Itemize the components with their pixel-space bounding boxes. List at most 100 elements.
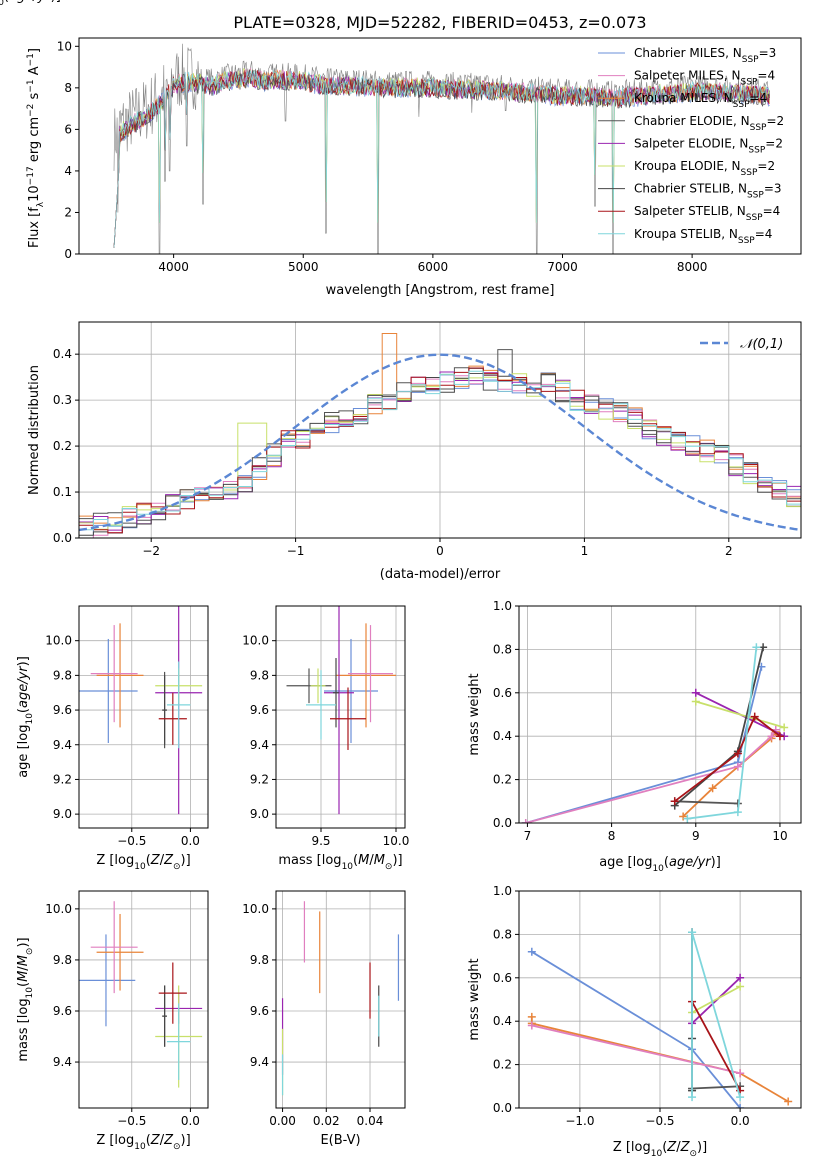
text-part: (	[353, 853, 358, 868]
text-part: age/yr	[16, 665, 31, 708]
series-line	[674, 715, 781, 803]
legend-label: Chabrier ELODIE, NSSP=2	[634, 114, 784, 133]
plus-marker	[736, 982, 745, 991]
plus-marker	[670, 797, 679, 806]
text-part: SSP	[742, 55, 759, 65]
y-tick-label: 0.1	[53, 485, 72, 499]
errorbar-point	[336, 623, 396, 728]
text-part: Z [log	[96, 1133, 134, 1148]
y-tick-label: 9.4	[250, 738, 269, 752]
weight-series	[670, 712, 784, 806]
text-part: Kroupa ELODIE, N	[634, 159, 741, 173]
text-part: Flux [f	[27, 207, 42, 248]
x-tick-label: 10	[772, 829, 787, 843]
y-tick-label: 10	[57, 39, 72, 53]
x-tick-label: 9.5	[311, 834, 330, 848]
legend-label: Chabrier STELIB, NSSP=3	[634, 182, 782, 201]
y-tick-label: 0.4	[53, 347, 72, 361]
x-tick-label: 0.0	[181, 834, 200, 848]
x-tick-label: 4000	[158, 260, 189, 274]
mass-vs-metallicity-panel: −0.5 0.09.49.69.810.0Z [log10(Z/Z⊙)]mass …	[16, 890, 209, 1152]
plus-marker	[708, 784, 717, 793]
plot-area	[79, 333, 801, 538]
axes-frame	[78, 890, 209, 1109]
x-tick-label: −0.5	[645, 1114, 674, 1128]
legend-label: 𝒩(0,1)	[740, 337, 783, 352]
y-axis-label: age [log10(age/yr)]	[0, 0, 61, 8]
text-part: )]	[181, 1133, 191, 1148]
y-tick-label: 0.0	[493, 1101, 512, 1115]
y-tick-label: 10.0	[242, 902, 269, 916]
x-tick-label: −0.5	[117, 834, 146, 848]
errorbar-point	[166, 661, 191, 749]
text-part: −2	[26, 104, 36, 117]
text-part: Z [log	[613, 1140, 651, 1155]
y-axis-label: Flux [fλ10−17 erg cm−2 s−1 A−1]	[26, 48, 46, 248]
text-part: M	[358, 853, 369, 868]
histogram-series	[79, 333, 801, 538]
text-part: )]	[711, 855, 721, 870]
text-part: Salpeter MILES, N	[634, 69, 741, 83]
errorbar-point	[90, 625, 138, 723]
text-part: (	[16, 708, 31, 713]
errorbar-point	[306, 670, 336, 740]
series-line	[691, 1001, 741, 1092]
y-tick-label: 9.2	[53, 772, 72, 786]
y-tick-label: 9.8	[250, 668, 269, 682]
y-tick-label: 9.4	[250, 1055, 269, 1069]
age-vs-metallicity-panel: −0.5 0.09.09.29.49.69.810.0Z [log10(Z/Z⊙)…	[16, 605, 209, 872]
y-tick-label: 9.8	[53, 953, 72, 967]
text-part: Kroupa STELIB, N	[634, 227, 738, 241]
text-part: ]	[27, 48, 42, 53]
text-part: )]	[697, 1140, 707, 1155]
y-tick-label: 0.4	[493, 729, 512, 743]
text-part: 10	[25, 713, 35, 725]
series-line	[525, 666, 763, 823]
axes-frame	[78, 605, 209, 829]
text-part: A	[27, 66, 42, 79]
weight-series	[683, 643, 761, 823]
y-tick-label: 0.0	[493, 816, 512, 830]
plot-area	[113, 43, 770, 254]
axes-frame	[275, 890, 406, 1109]
x-tick-label: 10.0	[383, 834, 410, 848]
series-line	[691, 1085, 741, 1090]
text-part: age/yr	[669, 855, 712, 870]
plus-marker	[736, 1093, 745, 1102]
text-part: =4	[755, 227, 773, 241]
text-part: Z [log	[96, 853, 134, 868]
weight-series	[670, 643, 768, 810]
plus-marker	[736, 973, 745, 982]
series-line	[674, 800, 738, 805]
histogram-series	[79, 371, 801, 538]
legend-label: Salpeter ELODIE, NSSP=2	[634, 136, 783, 155]
text-part: Chabrier MILES, N	[634, 46, 742, 60]
plus-marker	[527, 1021, 536, 1030]
text-part: (	[16, 982, 31, 987]
text-part: ⊙	[173, 862, 181, 872]
x-tick-label: 8000	[677, 260, 708, 274]
weight-series	[688, 928, 745, 1102]
text-part: =3	[764, 182, 782, 196]
text-part: =4	[763, 204, 781, 218]
histogram-series	[79, 367, 801, 538]
x-axis-label: E(B-V)	[320, 1133, 360, 1148]
plus-marker	[736, 1069, 745, 1078]
errorbar-point	[162, 675, 167, 745]
plus-marker	[733, 749, 742, 758]
text-part: 10	[651, 1149, 663, 1159]
text-part: SSP	[741, 78, 758, 88]
weight-series	[688, 973, 745, 1028]
x-tick-label: −2	[142, 544, 160, 558]
y-tick-label: 0.6	[493, 971, 512, 985]
y-tick-label: 0.3	[53, 393, 72, 407]
y-tick-label: 9.8	[250, 953, 269, 967]
text-part: Salpeter STELIB, N	[634, 204, 746, 218]
plus-marker	[683, 814, 692, 823]
y-tick-label: 9.6	[250, 703, 269, 717]
errorbar-point	[90, 901, 138, 994]
text-part: 10	[25, 987, 35, 999]
series-line	[687, 647, 758, 820]
